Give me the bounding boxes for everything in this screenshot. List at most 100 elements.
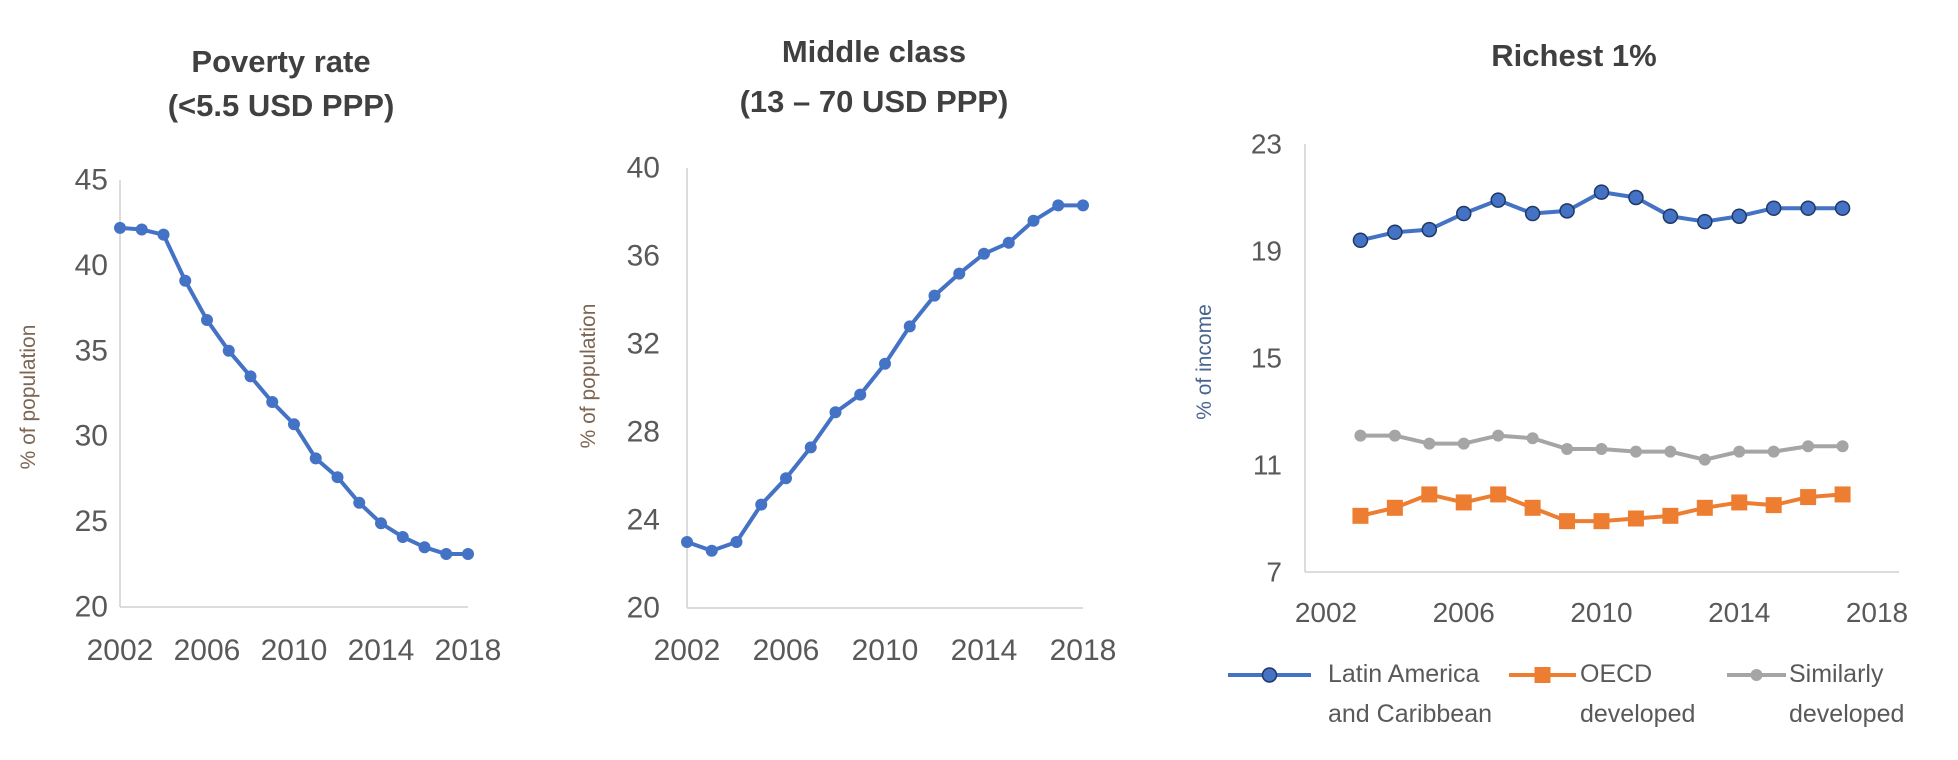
chart2-subtitle: (13 – 70 USD PPP) — [739, 84, 1009, 119]
chart2-y-tick-label: 28 — [627, 416, 660, 449]
chart3-series-1-point — [1421, 221, 1438, 238]
chart2-y-tick-label: 40 — [627, 152, 660, 185]
chart1-series-1-point — [157, 228, 170, 241]
chart3-series-1-point — [1352, 232, 1369, 249]
chart2-series-1-point — [1052, 199, 1065, 212]
chart1-y-tick-label: 20 — [75, 591, 108, 624]
chart3-x-tick-label: 2002 — [1295, 597, 1357, 628]
chart2-x-tick-label: 2018 — [1050, 634, 1117, 667]
chart3-series-2-point — [1421, 486, 1438, 503]
chart1-title: Poverty rate — [191, 44, 371, 79]
chart3-series-2-point — [1490, 486, 1507, 503]
chart3-series-2-point — [1627, 510, 1644, 527]
chart3-x-tick-label: 2010 — [1570, 597, 1632, 628]
chart3-series-3-point — [1629, 445, 1642, 458]
chart1-series-1-point — [222, 344, 235, 357]
chart3-series-3-point — [1767, 445, 1780, 458]
chart3-series-2-point — [1662, 507, 1679, 524]
chart2-series-1-point — [928, 289, 941, 302]
chart3-series-2-point — [1834, 486, 1851, 503]
chart3-series-3-point — [1388, 429, 1401, 442]
chart3-y-tick-label: 7 — [1266, 557, 1282, 588]
chart1-y-tick-label: 25 — [75, 505, 108, 538]
chart1-subtitle: (<5.5 USD PPP) — [167, 88, 395, 123]
chart3-series-3-point — [1354, 429, 1367, 442]
chart1-series-1-point — [135, 223, 148, 236]
chart3-series-1-point — [1456, 205, 1472, 222]
chart2-y-tick-label: 20 — [627, 592, 660, 625]
chart3-series-2-point — [1731, 494, 1748, 511]
chart3-series-1-point — [1524, 205, 1541, 222]
chart1-series-1-point — [266, 396, 279, 409]
chart3-x-tick-label: 2018 — [1846, 597, 1908, 628]
chart3-series-1-point — [1662, 208, 1679, 224]
chart1-series-1-point — [244, 370, 257, 383]
chart1-series-1-point — [331, 471, 344, 484]
chart1-x-tick-label: 2002 — [87, 634, 154, 667]
chart3-series-2-point — [1765, 497, 1782, 514]
chart2-x-tick-label: 2002 — [654, 634, 721, 667]
chart1-series-1-line — [119, 225, 468, 557]
chart3-series-3-point — [1836, 440, 1849, 453]
chart1-series-1-point — [440, 548, 453, 561]
chart1-x-tick-label: 2018 — [435, 634, 502, 667]
legend-item-latin-america: Latin America and Caribbean — [1328, 654, 1492, 734]
chart3-x-tick-label: 2014 — [1708, 597, 1770, 628]
chart2-series-1-point — [953, 267, 966, 280]
chart3-series-2-point — [1696, 499, 1713, 516]
chart3-series-1-point — [1628, 189, 1644, 206]
chart3-series-3-point — [1733, 445, 1746, 458]
chart2-series-1-point — [681, 536, 693, 548]
chart3-series-2-point — [1386, 499, 1403, 516]
chart2-series-1-point — [879, 357, 891, 370]
chart3-series-3-point — [1492, 429, 1505, 442]
chart2-series-1-point — [755, 498, 768, 511]
chart1-series-1-point — [353, 496, 366, 509]
legend-swatch-marker-3 — [1750, 669, 1763, 681]
chart2-series-1-point — [854, 388, 867, 401]
chart1-series-1-point — [375, 517, 387, 530]
chart2-y-tick-label: 24 — [627, 504, 660, 537]
chart2-y-tick-label: 36 — [627, 240, 660, 273]
chart3-series-1-point — [1765, 200, 1782, 216]
chart1-series-1-point — [114, 221, 126, 234]
chart3-series-1-point — [1834, 200, 1851, 216]
legend-swatch-marker-2 — [1534, 667, 1551, 683]
chart3-y-tick-label: 19 — [1251, 236, 1282, 267]
chart3-series-2-point — [1524, 499, 1541, 516]
chart3-series-1-point — [1559, 203, 1575, 219]
chart1-series-1-point — [418, 541, 431, 554]
legend-label-line: OECD — [1580, 660, 1653, 688]
chart3-series-2-point — [1352, 507, 1369, 524]
chart3-series-3-point — [1526, 432, 1539, 445]
legend-label-line: Latin America — [1328, 660, 1480, 688]
legend-item-similarly: Similarly developed — [1789, 654, 1904, 734]
chart1-y-tick-label: 45 — [75, 164, 108, 197]
chart3-series-3-point — [1561, 442, 1574, 455]
chart2-series-1-point — [730, 536, 743, 548]
chart3-series-1-point — [1697, 213, 1713, 230]
chart1-series-1-point — [288, 418, 300, 431]
legend-label-line: developed — [1789, 700, 1905, 728]
chart2-series-1-point — [1002, 236, 1015, 249]
chart1-y-tick-label: 35 — [75, 334, 108, 367]
chart3-series-2-point — [1593, 513, 1610, 530]
chart2-series-1-point — [1027, 214, 1040, 227]
chart1-series-1-point — [462, 548, 474, 561]
chart2-y-tick-label: 32 — [627, 328, 660, 361]
chart3-series-3-point — [1698, 453, 1711, 466]
legend-label-line: Similarly — [1789, 660, 1884, 688]
chart2-title: Middle class — [781, 34, 967, 69]
chart3-series-1-point — [1800, 200, 1816, 216]
chart3-series-3-point — [1595, 442, 1608, 455]
chart1-y-tick-label: 40 — [75, 249, 108, 282]
chart3-series-1-point — [1731, 208, 1747, 224]
chart3-y-tick-label: 11 — [1253, 450, 1282, 481]
chart3-series-3-point — [1423, 437, 1436, 450]
chart2-series-1-point — [1077, 199, 1089, 212]
chart1-x-tick-label: 2010 — [261, 634, 328, 667]
chart1-x-tick-label: 2006 — [174, 634, 241, 667]
chart1-x-tick-label: 2014 — [348, 634, 415, 667]
chart3-series-3-point — [1664, 445, 1677, 458]
